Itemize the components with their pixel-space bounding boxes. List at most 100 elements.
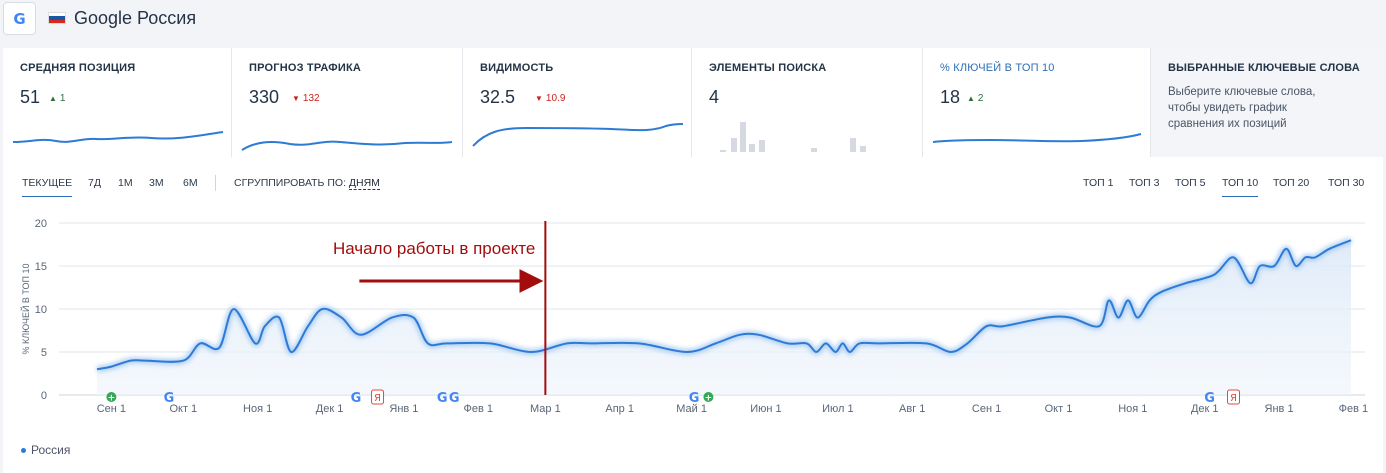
search-engine-button[interactable]: G (3, 2, 36, 35)
delta-value: 10.9 (545, 93, 566, 104)
group-by-label: СГРУППИРОВАТЬ ПО: (234, 177, 346, 189)
flag-stripe-white (49, 13, 65, 17)
header: G Google Россия (0, 0, 1386, 40)
sparkline (12, 131, 224, 143)
spark-bar (749, 144, 755, 152)
arrow-up-icon: ▲ (967, 94, 975, 103)
x-tick-label: Янв 1 (1265, 403, 1294, 415)
spark-bar (860, 146, 866, 152)
card-delta: ▼ 10.9 (535, 93, 565, 104)
x-tick-label: Май 1 (676, 403, 707, 415)
x-tick-label: Мар 1 (530, 403, 561, 415)
card-value: 51 (20, 87, 41, 107)
top-filter-5[interactable]: ТОП 5 (1175, 177, 1206, 189)
google-update-icon: G (164, 391, 175, 406)
google-update-icon: G (689, 391, 700, 406)
google-update-icon: G (1204, 391, 1215, 406)
top-filter-30[interactable]: ТОП 30 (1328, 177, 1365, 189)
card-title: ПРОГНОЗ ТРАФИКА (249, 62, 362, 74)
card-title: ЭЛЕМЕНТЫ ПОИСКА (709, 62, 827, 74)
sparkline (472, 123, 684, 147)
top-filter-10[interactable]: ТОП 10 (1222, 177, 1259, 197)
x-tick-label: Июл 1 (822, 403, 854, 415)
x-tick-label: Апр 1 (605, 403, 634, 415)
yandex-update-icon (1227, 389, 1241, 405)
x-tick-label: Янв 1 (389, 403, 418, 415)
y-tick-label: 15 (35, 261, 47, 273)
period-tab-6m[interactable]: 6М (183, 177, 198, 189)
chart-panel: ТЕКУЩЕЕ 7Д 1М 3М 6М СГРУППИРОВАТЬ ПО: ДН… (3, 157, 1383, 473)
legend-dot (21, 448, 26, 453)
card-delta: ▲ 1 (49, 93, 65, 104)
card-title: ВЫБРАННЫЕ КЛЮЧЕВЫЕ СЛОВА (1168, 62, 1360, 74)
x-tick-label: Дек 1 (1191, 403, 1219, 415)
flag-stripe-red (49, 19, 65, 23)
period-tab-7d[interactable]: 7Д (88, 177, 101, 189)
plus-glyph: + (108, 394, 116, 404)
group-by-value[interactable]: ДНЯМ (348, 177, 380, 190)
google-update-icon: G (449, 391, 460, 406)
period-tab-1m[interactable]: 1М (118, 177, 133, 189)
toolbar-divider (215, 175, 216, 191)
x-tick-label: Ноя 1 (243, 403, 272, 415)
card-value: 32.5 (480, 87, 516, 107)
series-area (97, 240, 1351, 395)
event-markers: + G G Я G G G + G Я (106, 389, 1241, 406)
google-icon: G (13, 9, 26, 28)
plus-glyph: + (705, 394, 713, 404)
project-start-annotation: Начало работы в проекте (333, 239, 535, 258)
top-filter-1[interactable]: ТОП 1 (1083, 177, 1114, 189)
sparkline (932, 133, 1142, 143)
x-tick-label: Сен 1 (97, 403, 126, 415)
spark-bar (811, 148, 817, 152)
google-update-icon: G (351, 391, 362, 406)
x-tick-label: Июн 1 (750, 403, 781, 415)
y-axis-ticks: 0 5 10 15 20 (35, 218, 47, 402)
arrow-down-icon: ▼ (292, 94, 300, 103)
metric-cards: СРЕДНЯЯ ПОЗИЦИЯ 51 ▲ 1 ПРОГНОЗ ТРАФИКА 33… (3, 48, 1383, 157)
arrow-down-icon: ▼ (535, 94, 543, 103)
metric-card-serp-elements[interactable]: ЭЛЕМЕНТЫ ПОИСКА 4 (692, 48, 923, 157)
annotation-layer: Начало работы в проекте (333, 221, 547, 395)
top-filter-20[interactable]: ТОП 20 (1273, 177, 1310, 189)
top10-share-chart: 0 5 10 15 20 % КЛЮЧЕЙ В ТОП 10 Начало работы… (20, 218, 1369, 415)
series-line-russia (96, 239, 1352, 371)
x-tick-label: Ноя 1 (1118, 403, 1147, 415)
delta-value: 132 (302, 93, 320, 104)
card-delta: ▲ 2 (967, 93, 983, 104)
metric-card-top10-share[interactable]: % КЛЮЧЕЙ В ТОП 10 18 ▲ 2 (923, 48, 1151, 157)
yandex-update-icon (371, 389, 385, 405)
added-event-icon (703, 392, 714, 402)
y-tick-label: 5 (41, 347, 47, 359)
delta-value: 2 (977, 93, 984, 104)
x-tick-label: Фев 1 (1339, 403, 1369, 415)
top-filter-3[interactable]: ТОП 3 (1129, 177, 1160, 189)
sparkline (241, 140, 453, 151)
card-title: % КЛЮЧЕЙ В ТОП 10 (940, 62, 1055, 74)
bar-sparkline (720, 122, 866, 152)
series-layer (96, 237, 1353, 395)
card-value: 18 (940, 87, 961, 107)
metric-card-traffic[interactable]: ПРОГНОЗ ТРАФИКА 330 ▼ 132 (232, 48, 463, 157)
flag-stripe-blue (49, 16, 65, 20)
y-axis-label: % КЛЮЧЕЙ В ТОП 10 (20, 264, 31, 355)
x-tick-label: Дек 1 (316, 403, 344, 415)
x-tick-label: Окт 1 (169, 403, 197, 415)
group-by-control[interactable]: СГРУППИРОВАТЬ ПО: ДНЯМ (234, 177, 380, 190)
legend-item-russia[interactable]: Россия (31, 443, 71, 457)
spark-bar (720, 150, 726, 152)
metric-card-selected-keywords[interactable]: ВЫБРАННЫЕ КЛЮЧЕВЫЕ СЛОВА Выберите ключев… (1151, 48, 1383, 157)
metric-card-visibility[interactable]: ВИДИМОСТЬ 32.5 ▼ 10.9 (463, 48, 692, 157)
y-tick-label: 0 (41, 390, 47, 402)
period-tab-current[interactable]: ТЕКУЩЕЕ (22, 177, 73, 197)
metric-card-avg-position[interactable]: СРЕДНЯЯ ПОЗИЦИЯ 51 ▲ 1 (3, 48, 232, 157)
x-tick-label: Окт 1 (1045, 403, 1073, 415)
card-delta: ▼ 132 (292, 93, 320, 104)
period-tab-3m[interactable]: 3М (149, 177, 164, 189)
card-title: СРЕДНЯЯ ПОЗИЦИЯ (20, 62, 136, 74)
x-tick-label: Сен 1 (972, 403, 1001, 415)
card-value: 4 (709, 87, 720, 107)
yandex-glyph: Я (1230, 393, 1237, 404)
spark-bar (731, 138, 737, 152)
google-update-icon: G (437, 391, 448, 406)
